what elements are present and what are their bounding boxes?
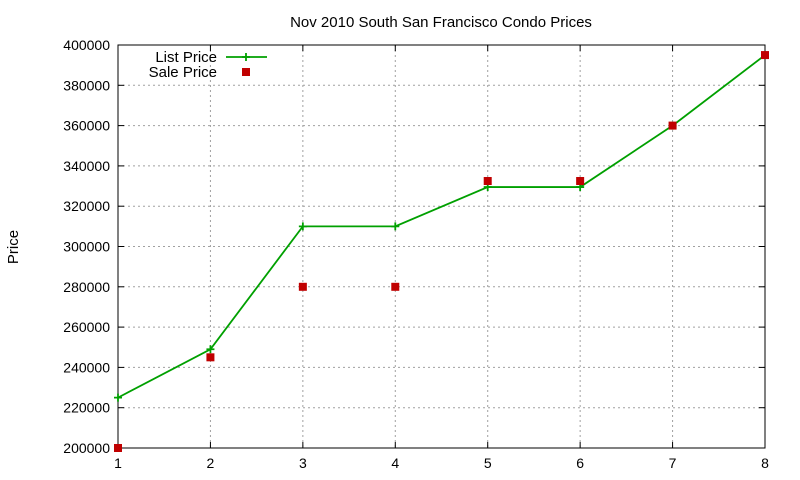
y-tick-label: 280000 [63, 279, 110, 295]
x-tick-label: 4 [391, 455, 399, 471]
list-price-point [298, 222, 307, 231]
sale-price-point [483, 177, 492, 186]
sale-price-point [206, 353, 215, 362]
y-tick-label: 300000 [63, 239, 110, 255]
y-tick-label: 360000 [63, 118, 110, 134]
list-price-point [206, 345, 215, 354]
y-axis-label: Price [5, 230, 22, 264]
y-tick-label: 380000 [63, 77, 110, 93]
sale-price-point [114, 444, 122, 452]
legend-marker-list-price [242, 53, 250, 61]
axis-ticks: 200000 220000 240000 260000 280000 300000 3200… [63, 37, 769, 471]
x-tick-label: 1 [114, 455, 122, 471]
grid [118, 45, 765, 448]
y-tick-label: 200000 [63, 440, 110, 456]
plot-frame [117, 44, 766, 449]
sale-price-point [576, 177, 585, 186]
y-tick-label: 260000 [63, 319, 110, 335]
y-tick-label: 400000 [63, 37, 110, 53]
y-tick-label: 240000 [63, 359, 110, 375]
chart-title: Nov 2010 South San Francisco Condo Price… [290, 14, 592, 31]
sale-price-point [298, 282, 307, 291]
legend-swatch-sale-price [242, 68, 250, 76]
series-sale-price [114, 51, 769, 452]
x-tick-label: 6 [576, 455, 584, 471]
x-tick-label: 2 [207, 455, 215, 471]
sale-price-point [391, 282, 400, 291]
x-tick-label: 3 [299, 455, 307, 471]
y-tick-label: 320000 [63, 198, 110, 214]
series-list-price [114, 51, 769, 402]
sale-price-point [668, 121, 677, 130]
sale-price-point [761, 51, 769, 60]
y-tick-label: 220000 [63, 400, 110, 416]
series-layer [114, 51, 769, 452]
list-price-line [117, 54, 766, 399]
legend-label: List Price [155, 49, 217, 66]
list-price-point [391, 222, 400, 231]
legend-label: Sale Price [149, 64, 217, 81]
x-tick-label: 7 [669, 455, 677, 471]
list-price-point [114, 393, 122, 402]
x-tick-label: 5 [484, 455, 492, 471]
y-tick-label: 340000 [63, 158, 110, 174]
x-tick-label: 8 [761, 455, 769, 471]
